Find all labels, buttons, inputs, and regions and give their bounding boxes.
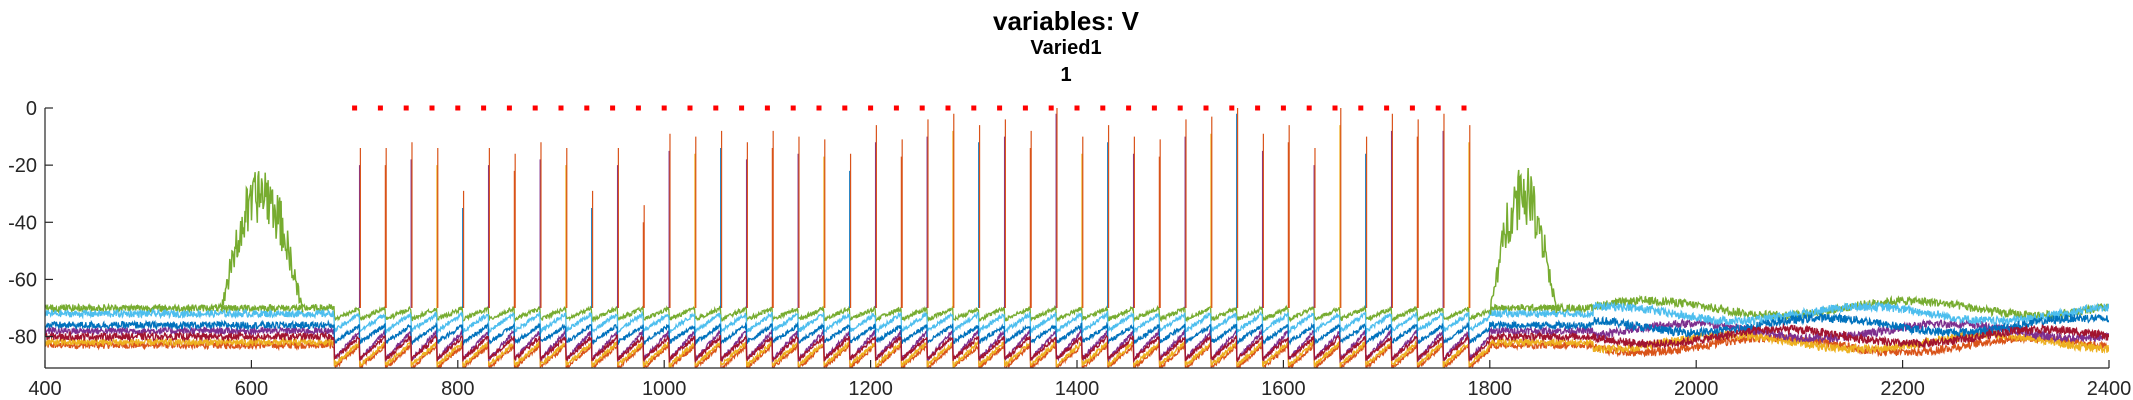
stimulus-marker [893,105,899,111]
stimulus-marker [1409,105,1415,111]
stimulus-marker [739,105,745,111]
stimulus-marker [1022,105,1028,111]
stimulus-marker [997,105,1003,111]
chart-subtitle-line-1: Varied1 [1030,37,1101,59]
y-tick-group: 0 -20 -40 -60 -80 [8,98,53,349]
x-tick-label: 2400 [2087,378,2132,400]
stimulus-marker [377,105,383,111]
x-tick-label: 600 [235,378,268,400]
stimulus-marker [506,105,512,111]
y-tick-label: 0 [26,98,37,120]
stimulus-marker [1048,105,1054,111]
x-tick-label: 400 [28,378,61,400]
stimulus-marker [481,105,487,111]
stimulus-marker [352,105,358,111]
y-tick-label: -20 [8,155,37,177]
stimulus-marker [868,105,874,111]
stimulus-marker [661,105,667,111]
axes: 400 600 800 1000 1200 1400 1600 1800 2000 2200 240… [8,98,2131,400]
trace-layer [45,108,2109,368]
series-line [45,312,2109,347]
stimulus-marker [610,105,616,111]
stimulus-marker [713,105,719,111]
stimulus-marker [945,105,951,111]
x-tick-label: 1400 [1055,378,1100,400]
x-tick-label: 2200 [1880,378,1925,400]
y-tick-label: -60 [8,269,37,291]
stimulus-marker [842,105,848,111]
series-line [45,301,2109,336]
stimulus-marker [816,105,822,111]
stimulus-marker [635,105,641,111]
x-tick-label: 1600 [1261,378,1306,400]
green-burst-line [1489,167,1558,315]
y-tick-label: -80 [8,327,37,349]
series-line [45,328,2109,368]
stimulus-marker [764,105,770,111]
x-tick-label: 1000 [642,378,687,400]
stimulus-marker [687,105,693,111]
stimulus-marker [919,105,925,111]
stimulus-marker [971,105,977,111]
x-tick-label: 1200 [848,378,893,400]
stimulus-marker [1358,105,1364,111]
chart-subtitle-line-2: 1 [1060,64,1071,86]
stimulus-marker [584,105,590,111]
stimulus-marker [1280,105,1286,111]
stimulus-marker [532,105,538,111]
stimulus-marker [403,105,409,111]
stimulus-marker [1229,105,1235,111]
stimulus-marker [1100,105,1106,111]
stimulus-marker [1435,105,1441,111]
stimulus-marker-layer [352,105,1467,111]
stimulus-marker [558,105,564,111]
stimulus-marker [1255,105,1261,111]
stimulus-marker [1384,105,1390,111]
stimulus-marker [1203,105,1209,111]
chart-title: variables: V [993,6,1140,36]
stimulus-marker [1151,105,1157,111]
stimulus-marker [1306,105,1312,111]
stimulus-marker [1126,105,1132,111]
series-line [45,322,2109,364]
x-tick-group: 400 600 800 1000 1200 1400 1600 1800 2000 2200 240… [28,360,2131,400]
x-tick-label: 1800 [1468,378,1513,400]
stimulus-marker [1461,105,1467,111]
plot-area [45,105,2109,368]
stimulus-marker [1074,105,1080,111]
x-tick-label: 800 [441,378,474,400]
stimulus-marker [455,105,461,111]
y-tick-label: -40 [8,212,37,234]
green-burst-line [220,171,304,313]
stimulus-marker [1177,105,1183,111]
x-tick-label: 2000 [1674,378,1719,400]
stimulus-marker [429,105,435,111]
stimulus-marker [1332,105,1338,111]
stimulus-marker [790,105,796,111]
